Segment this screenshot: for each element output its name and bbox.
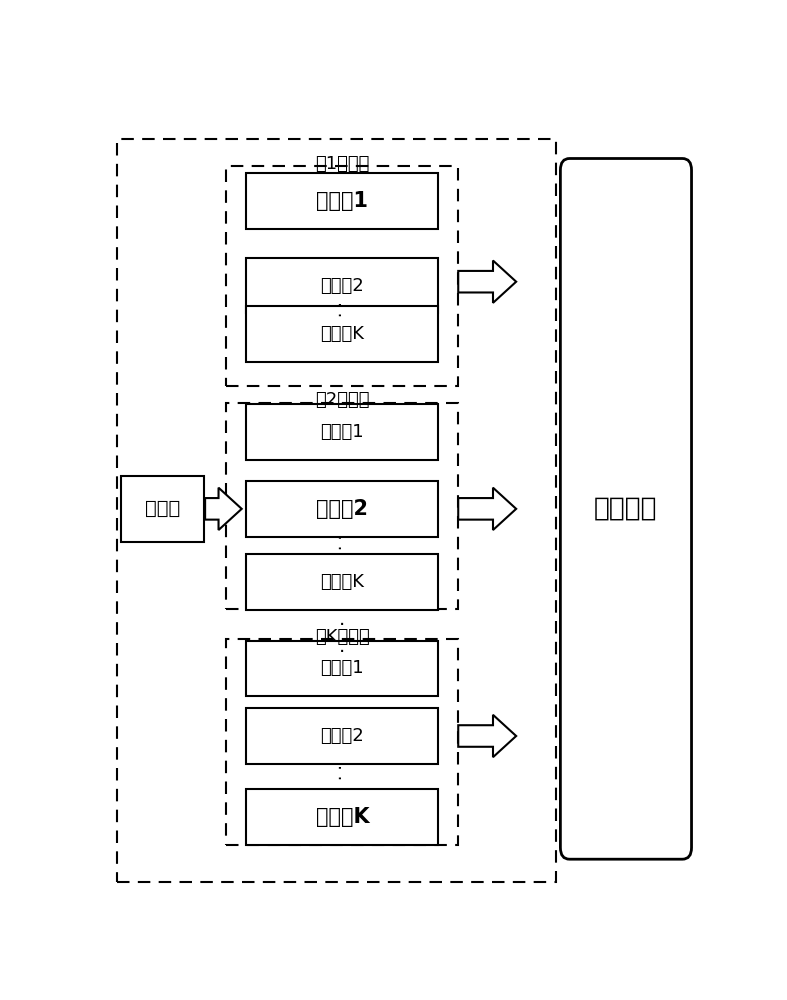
Bar: [121, 476, 204, 542]
Bar: [246, 306, 438, 362]
Polygon shape: [458, 488, 516, 530]
Text: 验证集1: 验证集1: [316, 191, 368, 211]
Bar: [246, 173, 438, 229]
Bar: [227, 403, 458, 609]
Bar: [246, 789, 438, 845]
Text: 第1次训练: 第1次训练: [315, 155, 370, 173]
Bar: [246, 404, 438, 460]
Bar: [246, 481, 438, 537]
Polygon shape: [205, 488, 242, 530]
Bar: [227, 639, 458, 845]
Text: 数据集: 数据集: [145, 499, 180, 518]
Text: 训练集K: 训练集K: [320, 573, 364, 591]
Bar: [246, 554, 438, 610]
Text: 第2次训练: 第2次训练: [315, 391, 370, 409]
Text: 分类模型: 分类模型: [594, 496, 658, 522]
Text: 第K次训练: 第K次训练: [315, 628, 370, 646]
Text: · ·: · ·: [334, 534, 351, 550]
FancyBboxPatch shape: [560, 158, 692, 859]
Text: 训练集1: 训练集1: [320, 659, 364, 677]
Bar: [246, 641, 438, 696]
Bar: [246, 258, 438, 313]
Text: ·
·: · ·: [339, 616, 345, 662]
Bar: [116, 139, 556, 882]
Bar: [227, 166, 458, 386]
Polygon shape: [458, 715, 516, 757]
Text: 验证集2: 验证集2: [316, 499, 368, 519]
Text: 训练集K: 训练集K: [320, 325, 364, 343]
Text: 训练集2: 训练集2: [320, 277, 364, 295]
Text: · ·: · ·: [334, 764, 351, 780]
Text: · ·: · ·: [334, 301, 351, 317]
Bar: [246, 708, 438, 764]
Text: 训练集1: 训练集1: [320, 423, 364, 441]
Polygon shape: [458, 261, 516, 303]
Text: 验证集K: 验证集K: [316, 807, 369, 827]
Text: 训练集2: 训练集2: [320, 727, 364, 745]
